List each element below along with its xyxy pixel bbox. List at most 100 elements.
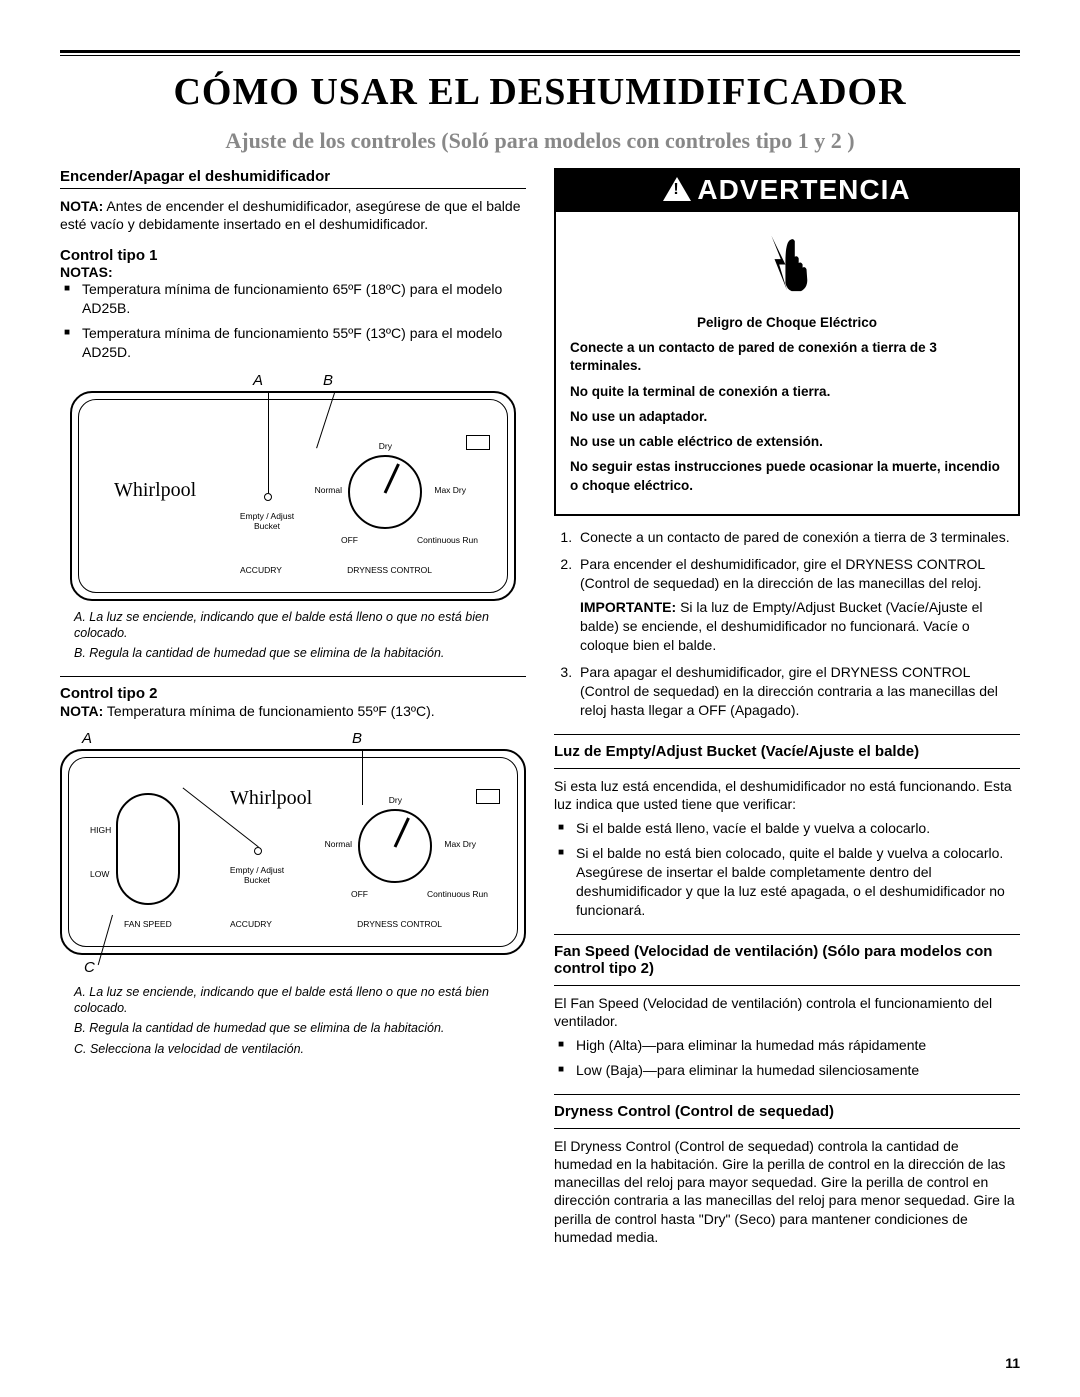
step-2-text: Para encender el deshumidificador, gire … (580, 556, 985, 591)
rule-outer (60, 50, 1020, 53)
fig2-caption-c: C. Selecciona la velocidad de ventilació… (74, 1041, 512, 1057)
warning-box: ADVERTENCIA Peligro de Choque Eléctrico … (554, 168, 1020, 516)
control-tipo-1-head: Control tipo 1 (60, 247, 526, 264)
callout-a-line (268, 393, 269, 493)
lbl-off: OFF (341, 535, 358, 545)
dryness-dial-2 (358, 809, 432, 883)
fan-head: Fan Speed (Velocidad de ventilación) (Só… (554, 943, 1020, 977)
divider-luz (554, 734, 1020, 735)
step-2: Para encender el deshumidificador, gire … (576, 555, 1020, 655)
lbl-off-2: OFF (351, 889, 368, 899)
bucket-led-icon-2 (254, 847, 262, 855)
lbl-normal: Normal (315, 485, 342, 495)
warning-triangle-icon (663, 177, 691, 201)
luz-bullet-1: Si el balde no está bien colocado, quite… (554, 844, 1020, 920)
shock-hand-icon (748, 224, 826, 302)
nota-ctrl2-text: Temperatura mínima de funcionamiento 55º… (103, 703, 434, 719)
luz-head: Luz de Empty/Adjust Bucket (Vacíe/Ajuste… (554, 743, 1020, 760)
lbl-contrun-2: Continuous Run (427, 889, 488, 899)
luz-intro: Si esta luz está encendida, el deshumidi… (554, 777, 1020, 813)
fig1-label-b: B (323, 372, 333, 389)
fig2-caption: A. La luz se enciende, indicando que el … (60, 984, 526, 1057)
divider-fan (554, 934, 1020, 935)
bucket-led-icon (264, 493, 272, 501)
lbl-dryness-2: DRYNESS CONTROL (357, 919, 442, 929)
fan-intro: El Fan Speed (Velocidad de ventilación) … (554, 994, 1020, 1030)
notas-label: NOTAS: (60, 264, 526, 280)
ctrl1-bullet-0: Temperatura mínima de funcionamiento 65º… (60, 280, 526, 318)
important-prefix: IMPORTANTE: (580, 599, 676, 615)
energy-star-icon (466, 435, 490, 450)
figure-2: A B Whirlpool HIGH LOW FAN SPEED Dry Nor… (60, 730, 526, 1057)
step-2-important: IMPORTANTE: Si la luz de Empty/Adjust Bu… (580, 598, 1020, 655)
section-encender: Encender/Apagar el deshumidificador (60, 168, 526, 189)
warning-line-3: No use un cable eléctrico de extensión. (570, 433, 1004, 451)
warning-line-4: No seguir estas instrucciones puede ocas… (570, 458, 1004, 494)
nota-ctrl2: NOTA: Temperatura mínima de funcionamien… (60, 702, 526, 720)
control-panel-2: Whirlpool HIGH LOW FAN SPEED Dry Normal … (60, 749, 526, 955)
lbl-fanspeed: FAN SPEED (124, 919, 172, 929)
callout-b-line-2 (362, 751, 363, 805)
step-3: Para apagar el deshumidificador, gire el… (576, 663, 1020, 720)
lbl-low: LOW (90, 869, 109, 879)
fan-bullet-1: Low (Baja)—para eliminar la humedad sile… (554, 1061, 1020, 1080)
ctrl1-bullet-1: Temperatura mínima de funcionamiento 55º… (60, 324, 526, 362)
fan-bullets: High (Alta)—para eliminar la humedad más… (554, 1036, 1020, 1080)
warning-body: Peligro de Choque Eléctrico Conecte a un… (556, 314, 1018, 514)
fig2-label-b: B (352, 730, 362, 747)
fig2-caption-b: B. Regula la cantidad de humedad que se … (74, 1020, 512, 1036)
warning-header-text: ADVERTENCIA (697, 174, 910, 206)
fan-bullet-0: High (Alta)—para eliminar la humedad más… (554, 1036, 1020, 1055)
nota-text: Antes de encender el deshumidificador, a… (60, 198, 520, 232)
warning-line-0: Conecte a un contacto de pared de conexi… (570, 339, 1004, 375)
fig2-label-a: A (82, 730, 92, 747)
fig1-label-a: A (253, 372, 263, 389)
step-1: Conecte a un contacto de pared de conexi… (576, 528, 1020, 547)
warning-line-1: No quite la terminal de conexión a tierr… (570, 383, 1004, 401)
lbl-empty: Empty / AdjustBucket (237, 511, 297, 531)
energy-star-icon-2 (476, 789, 500, 804)
brand-logo-2: Whirlpool (230, 787, 312, 810)
dry-body: El Dryness Control (Control de sequedad)… (554, 1137, 1020, 1246)
right-column: ADVERTENCIA Peligro de Choque Eléctrico … (554, 168, 1020, 1252)
nota-prefix-2: NOTA: (60, 703, 103, 719)
nota-encender: NOTA: Antes de encender el deshumidifica… (60, 197, 526, 233)
control-panel-1: Whirlpool Dry Normal Max Dry OFF Continu… (70, 391, 516, 601)
left-column: Encender/Apagar el deshumidificador NOTA… (60, 168, 526, 1252)
fig2-caption-a: A. La luz se enciende, indicando que el … (74, 984, 512, 1017)
nota-prefix: NOTA: (60, 198, 103, 214)
lbl-maxdry-2: Max Dry (444, 839, 476, 849)
steps-list: Conecte a un contacto de pared de conexi… (554, 528, 1020, 720)
fan-speed-switch (116, 793, 180, 905)
lbl-dry-2: Dry (389, 795, 402, 805)
warning-line-2: No use un adaptador. (570, 408, 1004, 426)
warning-header: ADVERTENCIA (556, 170, 1018, 212)
lbl-maxdry: Max Dry (434, 485, 466, 495)
page-subtitle: Ajuste de los controles (Soló para model… (60, 128, 1020, 154)
lbl-contrun: Continuous Run (417, 535, 478, 545)
luz-bullets: Si el balde está lleno, vacíe el balde y… (554, 819, 1020, 919)
fig2-label-c: C (84, 959, 526, 976)
ctrl1-bullets: Temperatura mínima de funcionamiento 65º… (60, 280, 526, 362)
rule-inner (60, 55, 1020, 56)
lbl-accudry: ACCUDRY (240, 565, 282, 575)
control-tipo-2-head: Control tipo 2 (60, 676, 526, 702)
luz-bullet-0: Si el balde está lleno, vacíe el balde y… (554, 819, 1020, 838)
fig1-caption-a: A. La luz se enciende, indicando que el … (74, 609, 512, 642)
brand-logo: Whirlpool (114, 479, 196, 502)
lbl-dry: Dry (379, 441, 392, 451)
lbl-empty-2: Empty / AdjustBucket (227, 865, 287, 885)
warning-title: Peligro de Choque Eléctrico (570, 314, 1004, 332)
lbl-high: HIGH (90, 825, 111, 835)
dry-head: Dryness Control (Control de sequedad) (554, 1103, 1020, 1120)
fig1-caption: A. La luz se enciende, indicando que el … (60, 609, 526, 662)
lbl-accudry-2: ACCUDRY (230, 919, 272, 929)
dryness-dial (348, 455, 422, 529)
divider-dry (554, 1094, 1020, 1095)
fig1-caption-b: B. Regula la cantidad de humedad que se … (74, 645, 512, 661)
lbl-dryness: DRYNESS CONTROL (347, 565, 432, 575)
page-title: CÓMO USAR EL DESHUMIDIFICADOR (60, 70, 1020, 114)
page-number: 11 (1005, 1355, 1020, 1371)
lbl-normal-2: Normal (325, 839, 352, 849)
figure-1: A B Whirlpool Dry Normal Max Dry OFF Con… (60, 372, 526, 662)
